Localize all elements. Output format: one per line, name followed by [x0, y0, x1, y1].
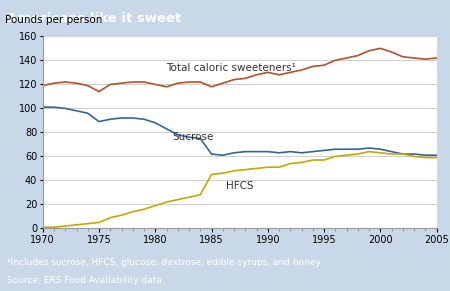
Text: Pounds per person: Pounds per person [5, 15, 103, 25]
Text: ¹Includes sucrose, HFCS, glucose, dextrose, edible syrups, and honey.: ¹Includes sucrose, HFCS, glucose, dextro… [7, 258, 322, 267]
Text: Source: ERS Food Availability data.: Source: ERS Food Availability data. [7, 276, 165, 285]
Text: Total caloric sweeteners¹: Total caloric sweeteners¹ [166, 63, 297, 73]
Text: HFCS: HFCS [226, 181, 254, 191]
Text: Americans like it sweet: Americans like it sweet [7, 12, 181, 25]
Text: Sucrose: Sucrose [172, 132, 213, 142]
